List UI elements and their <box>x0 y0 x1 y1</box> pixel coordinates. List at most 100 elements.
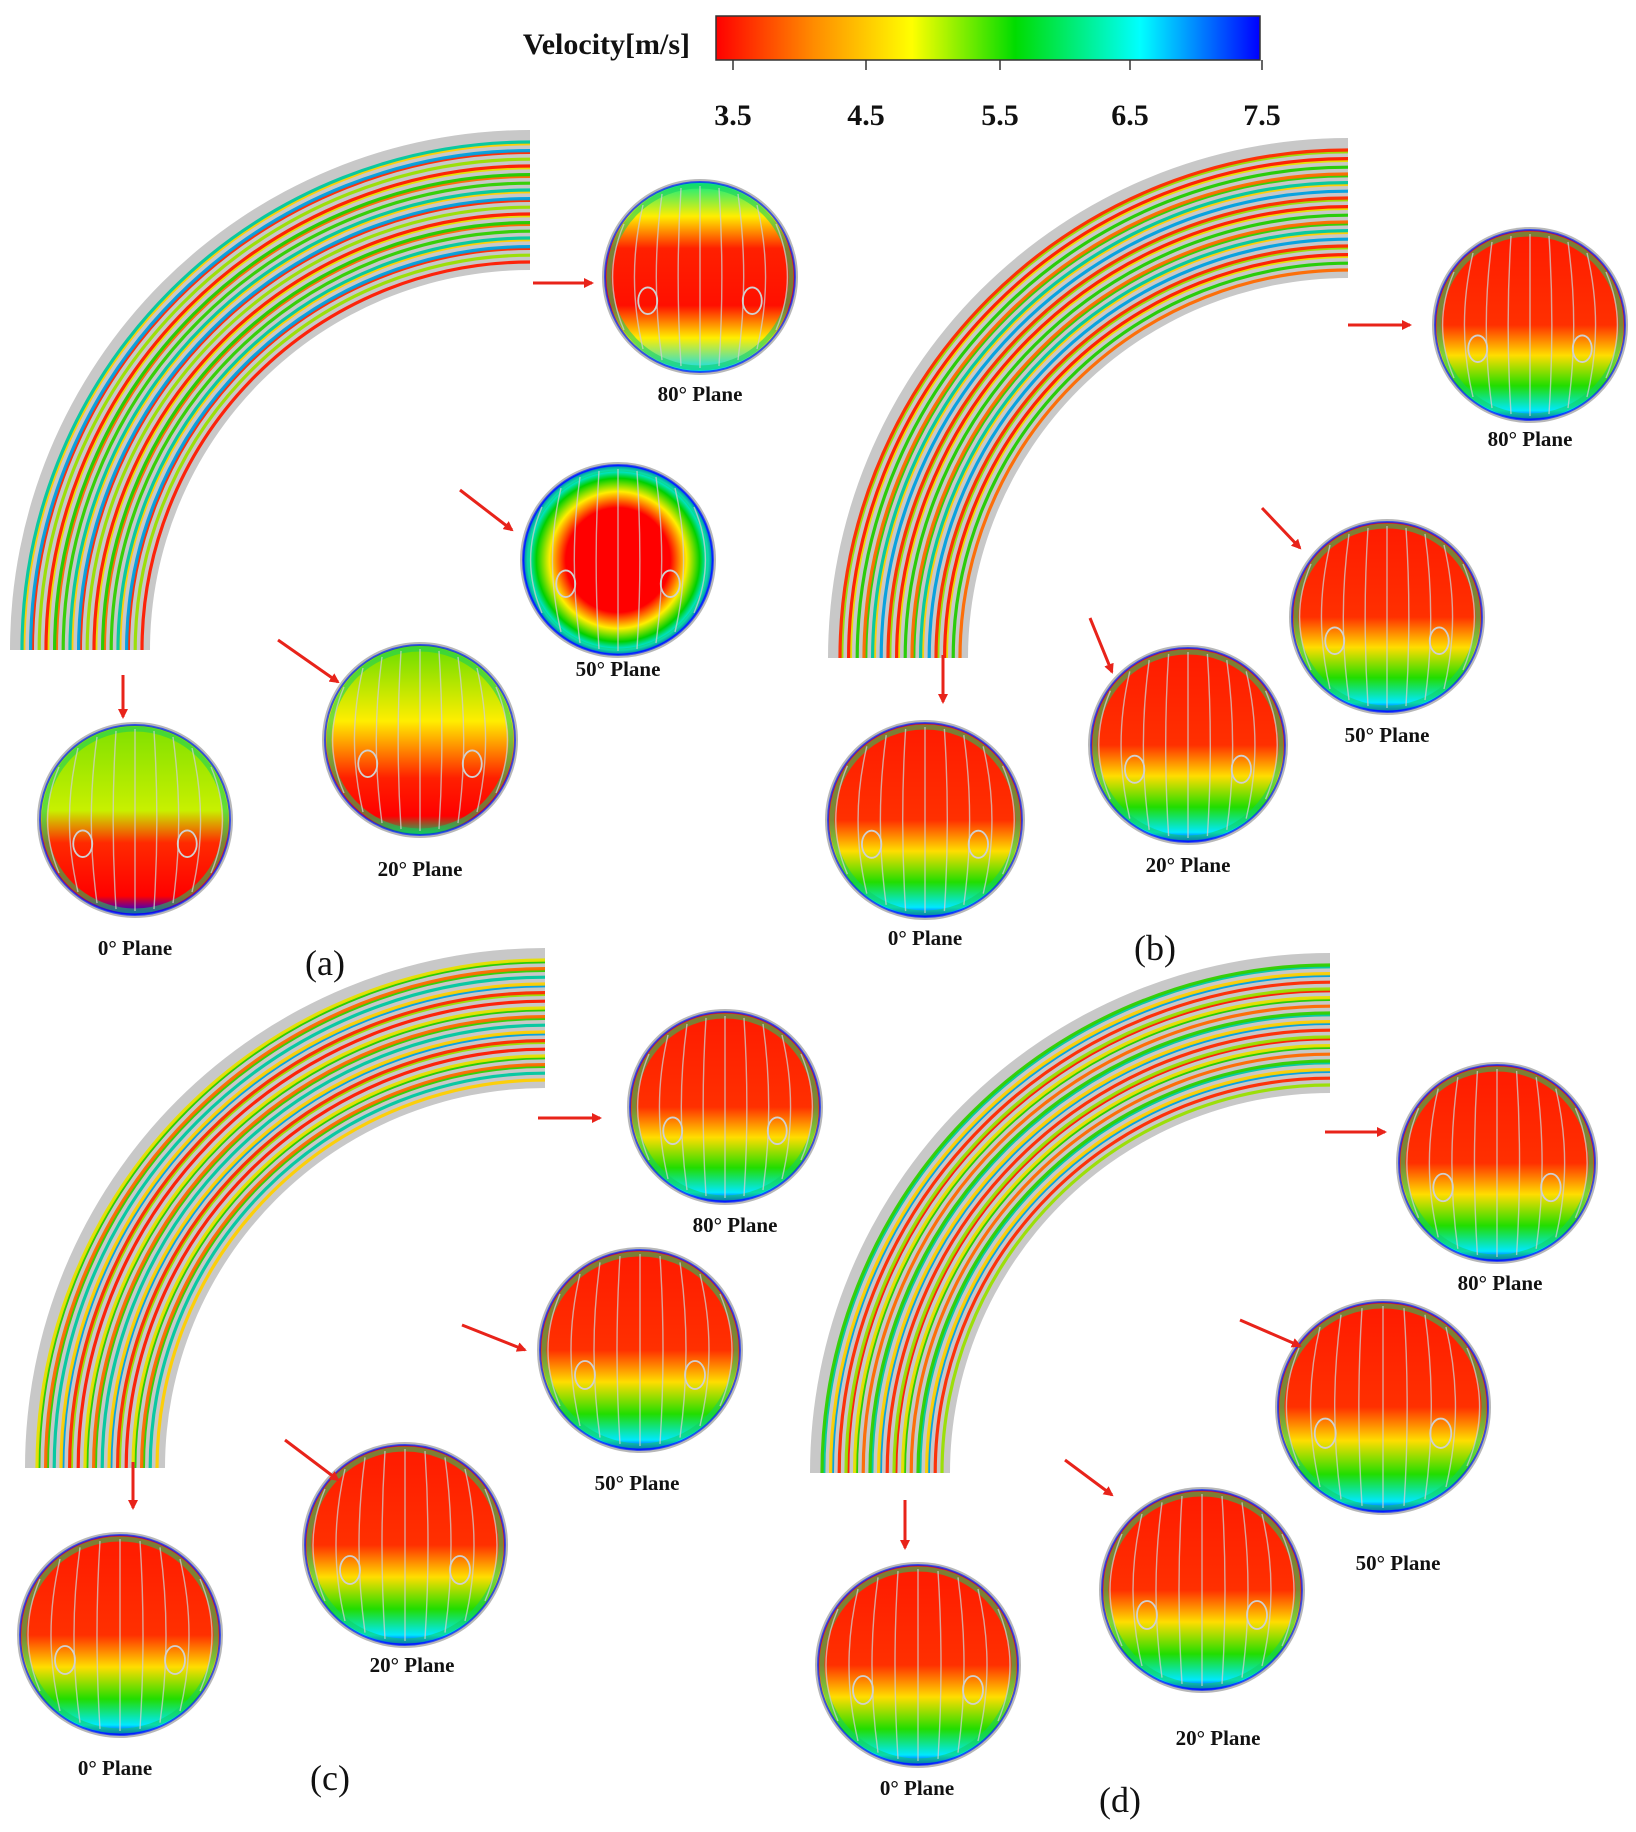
streamline <box>54 174 531 651</box>
cross-section-border <box>324 644 516 836</box>
panel-label: (a) <box>305 943 345 983</box>
plane-arrow <box>1088 617 1114 674</box>
section-streamline <box>997 1608 1011 1722</box>
vortex <box>861 829 883 859</box>
streamline <box>837 980 1331 1474</box>
section-streamline <box>595 470 600 650</box>
cross-section-border <box>1291 521 1483 713</box>
section-streamline <box>139 1540 144 1730</box>
section-streamline <box>1178 1495 1183 1685</box>
section-streamline <box>570 1273 581 1427</box>
section-streamline <box>199 1578 213 1692</box>
cross-section <box>1275 1299 1491 1515</box>
streamline <box>83 1006 546 1469</box>
plane-label: 50° Plane <box>1345 723 1430 747</box>
streamline <box>125 245 531 651</box>
streamline <box>37 960 546 1469</box>
section-streamline <box>1462 563 1476 671</box>
streamline <box>85 1008 546 1469</box>
section-streamline <box>1424 1314 1432 1500</box>
streamline <box>951 261 1349 659</box>
plane-label: 0° Plane <box>98 936 172 960</box>
cross-section-border <box>629 1011 821 1203</box>
section-streamline <box>464 1468 475 1622</box>
section-streamline <box>825 1608 839 1722</box>
streamline <box>133 1056 546 1469</box>
colorbar-title: Velocity[m/s] <box>523 28 690 61</box>
section-streamline <box>1285 1347 1300 1467</box>
section-streamline <box>476 667 487 813</box>
section-streamline <box>1364 527 1369 707</box>
section-streamline <box>1605 271 1619 379</box>
vortex <box>357 749 379 778</box>
section-streamline <box>957 1577 965 1753</box>
streamline <box>30 150 531 651</box>
streamline <box>117 1040 546 1469</box>
section-streamline <box>375 656 383 824</box>
section-streamline <box>977 1588 988 1742</box>
streamline <box>838 148 1349 659</box>
streamline <box>37 157 531 651</box>
section-streamline <box>1443 544 1454 690</box>
section-streamline <box>397 650 402 830</box>
cross-section-border <box>1398 1064 1596 1262</box>
cross-section-border <box>1101 1489 1303 1691</box>
plane-label: 20° Plane <box>378 857 463 881</box>
streamline <box>140 260 531 651</box>
streamline <box>844 987 1331 1474</box>
streamline <box>126 246 531 651</box>
colorbar: Velocity[m/s] 3.5 4.5 5.5 6.5 7.5 <box>523 15 1281 132</box>
streamline <box>862 172 1349 659</box>
colorbar-tick-label: 4.5 <box>847 99 885 132</box>
streamline <box>896 206 1349 659</box>
section-streamline <box>743 1017 748 1197</box>
streamline <box>830 973 1331 1474</box>
plane-label: 20° Plane <box>1176 1726 1261 1750</box>
section-streamline <box>593 1262 601 1438</box>
streamline <box>68 991 546 1469</box>
section-streamline <box>529 506 543 614</box>
streamline <box>102 222 531 651</box>
streamline <box>848 158 1349 659</box>
section-streamline <box>90 736 98 904</box>
streamline <box>871 181 1349 659</box>
section-streamline <box>50 1558 61 1712</box>
vortex <box>637 286 659 315</box>
streamline <box>61 181 531 651</box>
section-streamline <box>1342 533 1350 701</box>
section-streamline <box>46 766 60 874</box>
section-streamline <box>781 1034 792 1180</box>
colorbar-tick-label: 5.5 <box>981 99 1019 132</box>
streamline <box>29 149 531 651</box>
cross-section <box>1396 1062 1598 1264</box>
streamline <box>140 1063 546 1469</box>
streamline <box>901 1044 1331 1474</box>
streamline <box>927 237 1349 659</box>
vortex <box>72 829 94 858</box>
vortex <box>741 286 763 315</box>
streamline <box>944 254 1349 659</box>
section-streamline <box>335 1468 346 1622</box>
vortex <box>1136 1600 1158 1630</box>
section-streamline <box>27 1578 41 1692</box>
section-streamline <box>112 730 117 910</box>
streamline <box>943 253 1349 659</box>
section-streamline <box>1507 235 1512 415</box>
streamline <box>877 1020 1331 1474</box>
cross-section <box>1099 1487 1305 1693</box>
section-streamline <box>153 730 158 910</box>
section-streamline <box>680 1023 688 1191</box>
streamline <box>69 992 546 1469</box>
section-streamline <box>636 1053 650 1161</box>
cross-section <box>815 1562 1021 1768</box>
streamline <box>100 1023 546 1469</box>
vortex <box>176 829 198 858</box>
section-streamline <box>1463 252 1474 398</box>
section-streamline <box>1241 1502 1249 1678</box>
panel: 0° Plane 20° Plane 50° Plane 80° Plane (a) <box>10 130 798 983</box>
section-streamline <box>943 728 949 912</box>
section-streamline <box>331 686 345 794</box>
section-streamline <box>172 736 180 904</box>
streamline <box>936 246 1349 659</box>
vortex <box>574 1360 596 1390</box>
